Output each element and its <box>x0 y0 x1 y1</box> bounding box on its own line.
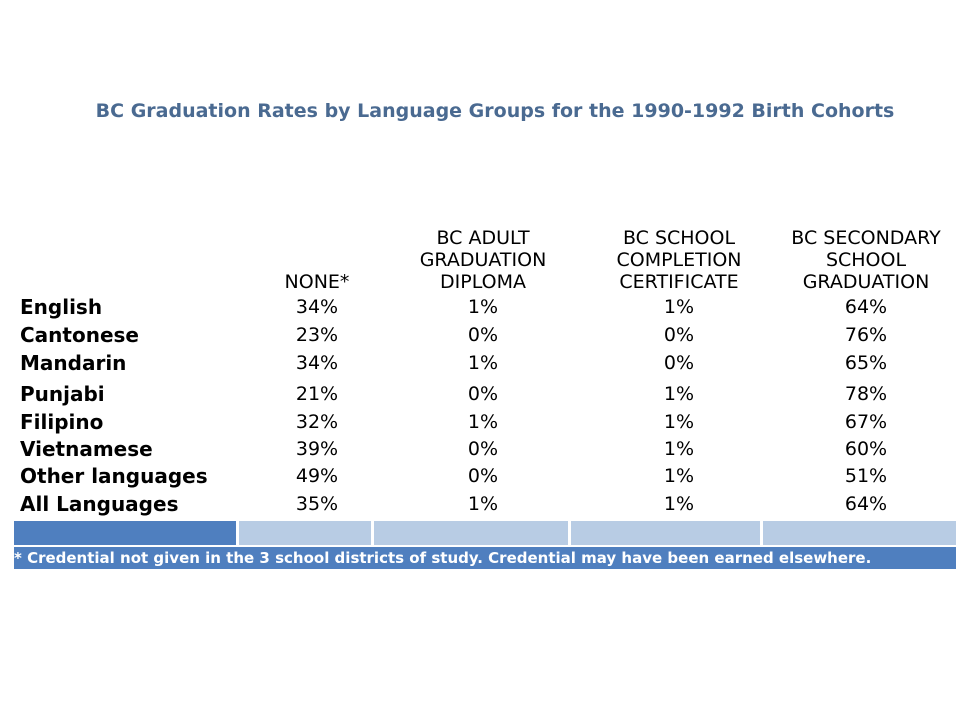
cell-value: 78% <box>844 383 888 405</box>
table-band-cell <box>14 521 236 545</box>
row-language: Cantonese <box>20 323 139 347</box>
cell-value: 34% <box>295 352 339 374</box>
table-band-cell <box>763 521 956 545</box>
cell-value: 0% <box>467 324 499 346</box>
table-row: Mandarin 34% 1% 0% 65% <box>14 350 956 377</box>
cell-value: 1% <box>663 411 695 433</box>
cell-value: 1% <box>467 296 499 318</box>
cell-value: 76% <box>844 324 888 346</box>
table-row: Other languages 49% 0% 1% 51% <box>14 463 956 490</box>
cell-value: 21% <box>295 383 339 405</box>
cell-value: 1% <box>663 383 695 405</box>
cell-value: 49% <box>295 465 339 487</box>
chart-title: BC Graduation Rates by Language Groups f… <box>95 100 895 122</box>
cell-value: 1% <box>663 493 695 515</box>
cell-value: 64% <box>844 493 888 515</box>
row-language: Vietnamese <box>20 437 153 461</box>
cell-value: 67% <box>844 411 888 433</box>
cell-value: 1% <box>663 438 695 460</box>
cell-value: 1% <box>467 352 499 374</box>
cell-value: 0% <box>467 465 499 487</box>
table-band-cell <box>571 521 760 545</box>
cell-value: 0% <box>663 324 695 346</box>
row-language: Filipino <box>20 410 104 434</box>
table-row: Filipino 32% 1% 1% 67% <box>14 409 956 436</box>
table-row: English 34% 1% 1% 64% <box>14 294 956 321</box>
row-language: Punjabi <box>20 382 105 406</box>
cell-value: 60% <box>844 438 888 460</box>
column-header: BC SECONDARY SCHOOL GRADUATION <box>776 227 956 293</box>
table-row: All Languages 35% 1% 1% 64% <box>14 491 956 518</box>
column-header-label: BC SCHOOL COMPLETION CERTIFICATE <box>616 227 742 293</box>
cell-value: 1% <box>467 493 499 515</box>
cell-value: 35% <box>295 493 339 515</box>
column-header-label: BC ADULT GRADUATION DIPLOMA <box>419 227 547 293</box>
cell-value: 51% <box>844 465 888 487</box>
table-band-cell <box>374 521 568 545</box>
row-language: All Languages <box>20 492 179 516</box>
footnote: * Credential not given in the 3 school d… <box>14 547 956 569</box>
cell-value: 64% <box>844 296 888 318</box>
column-header: BC SCHOOL COMPLETION CERTIFICATE <box>584 227 774 293</box>
row-language: Mandarin <box>20 351 127 375</box>
table-row: Punjabi 21% 0% 1% 78% <box>14 381 956 408</box>
cell-value: 1% <box>663 465 695 487</box>
cell-value: 65% <box>844 352 888 374</box>
cell-value: 34% <box>295 296 339 318</box>
cell-value: 23% <box>295 324 339 346</box>
cell-value: 0% <box>663 352 695 374</box>
cell-value: 1% <box>663 296 695 318</box>
column-header: NONE* <box>254 271 380 293</box>
cell-value: 0% <box>467 438 499 460</box>
row-language: English <box>20 295 103 319</box>
cell-value: 1% <box>467 411 499 433</box>
column-header-label: NONE* <box>284 271 350 293</box>
table-row: Cantonese 23% 0% 0% 76% <box>14 322 956 349</box>
column-header-label: BC SECONDARY SCHOOL GRADUATION <box>791 227 941 293</box>
cell-value: 32% <box>295 411 339 433</box>
row-language: Other languages <box>20 464 208 488</box>
cell-value: 0% <box>467 383 499 405</box>
table-row: Vietnamese 39% 0% 1% 60% <box>14 436 956 463</box>
column-header: BC ADULT GRADUATION DIPLOMA <box>386 227 580 293</box>
cell-value: 39% <box>295 438 339 460</box>
table-band-cell <box>239 521 371 545</box>
